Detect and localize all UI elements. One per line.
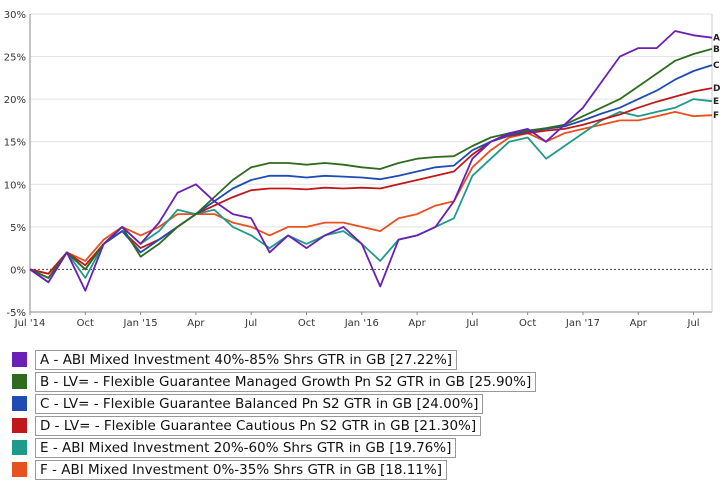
chart-svg: -5% 0% 5% 10% 15% 20% 25% 30% Jul '14 Oct Jan '15 A… xyxy=(4,10,721,329)
series-line-c xyxy=(29,64,713,279)
x-tick-label: Apr xyxy=(187,318,205,329)
x-tick-label: Jan '17 xyxy=(565,318,600,329)
series-end-label-c: C xyxy=(713,61,720,71)
x-tick-label: Apr xyxy=(630,318,648,329)
legend-label: A - ABI Mixed Investment 40%-85% Shrs GT… xyxy=(35,350,458,370)
x-tick-label: Jul xyxy=(465,318,478,329)
x-tick-label: Oct xyxy=(77,318,94,329)
legend-item-a: A - ABI Mixed Investment 40%-85% Shrs GT… xyxy=(12,350,712,372)
legend-item-e: E - ABI Mixed Investment 20%-60% Shrs GT… xyxy=(12,438,712,460)
y-tick-label: 5% xyxy=(10,223,26,234)
series-line-d xyxy=(29,87,713,275)
series-end-label-b: B xyxy=(713,45,720,55)
y-tick-label: 30% xyxy=(4,10,26,21)
x-tick-label: Apr xyxy=(408,318,426,329)
y-tick-label: 10% xyxy=(4,180,26,191)
legend-swatch xyxy=(12,440,27,455)
x-tick-label: Jul xyxy=(687,318,700,329)
x-tick-label: Oct xyxy=(298,318,315,329)
legend-swatch xyxy=(12,374,27,389)
series-end-label-a: A xyxy=(713,34,720,44)
x-tick-label: Oct xyxy=(519,318,536,329)
y-tick-label: 0% xyxy=(10,265,26,276)
series-end-label-f: F xyxy=(713,111,719,121)
y-tick-label: 20% xyxy=(4,95,26,106)
legend-item-d: D - LV= - Flexible Guarantee Cautious Pn… xyxy=(12,416,712,438)
series-end-label-d: D xyxy=(713,84,720,94)
x-tick-label: Jan '15 xyxy=(123,318,158,329)
legend-label: F - ABI Mixed Investment 0%-35% Shrs GTR… xyxy=(35,460,447,480)
legend-item-f: F - ABI Mixed Investment 0%-35% Shrs GTR… xyxy=(12,460,712,482)
legend-swatch xyxy=(12,396,27,411)
y-tick-label: 25% xyxy=(4,53,26,64)
x-tick-label: Jan '16 xyxy=(344,318,379,329)
performance-chart: -5% 0% 5% 10% 15% 20% 25% 30% Jul '14 Oct Jan '15 A… xyxy=(4,10,721,329)
series-line-a xyxy=(29,30,713,292)
legend-label: D - LV= - Flexible Guarantee Cautious Pn… xyxy=(35,416,482,436)
legend-swatch xyxy=(12,352,27,367)
legend-item-c: C - LV= - Flexible Guarantee Balanced Pn… xyxy=(12,394,712,416)
y-tick-label: -5% xyxy=(7,308,26,319)
legend-label: B - LV= - Flexible Guarantee Managed Gro… xyxy=(35,372,537,392)
legend-item-b: B - LV= - Flexible Guarantee Managed Gro… xyxy=(12,372,712,394)
series-end-label-e: E xyxy=(713,97,719,107)
legend-label: C - LV= - Flexible Guarantee Balanced Pn… xyxy=(35,394,484,414)
x-tick-label: Jul '14 xyxy=(14,318,46,329)
series-line-b xyxy=(29,48,713,279)
y-tick-label: 15% xyxy=(4,138,26,149)
chart-legend: A - ABI Mixed Investment 40%-85% Shrs GT… xyxy=(12,350,712,482)
x-tick-label: Jul xyxy=(244,318,257,329)
legend-swatch xyxy=(12,462,27,477)
legend-label: E - ABI Mixed Investment 20%-60% Shrs GT… xyxy=(35,438,457,458)
series-line-e xyxy=(29,98,713,284)
legend-swatch xyxy=(12,418,27,433)
series-line-f xyxy=(29,111,713,275)
